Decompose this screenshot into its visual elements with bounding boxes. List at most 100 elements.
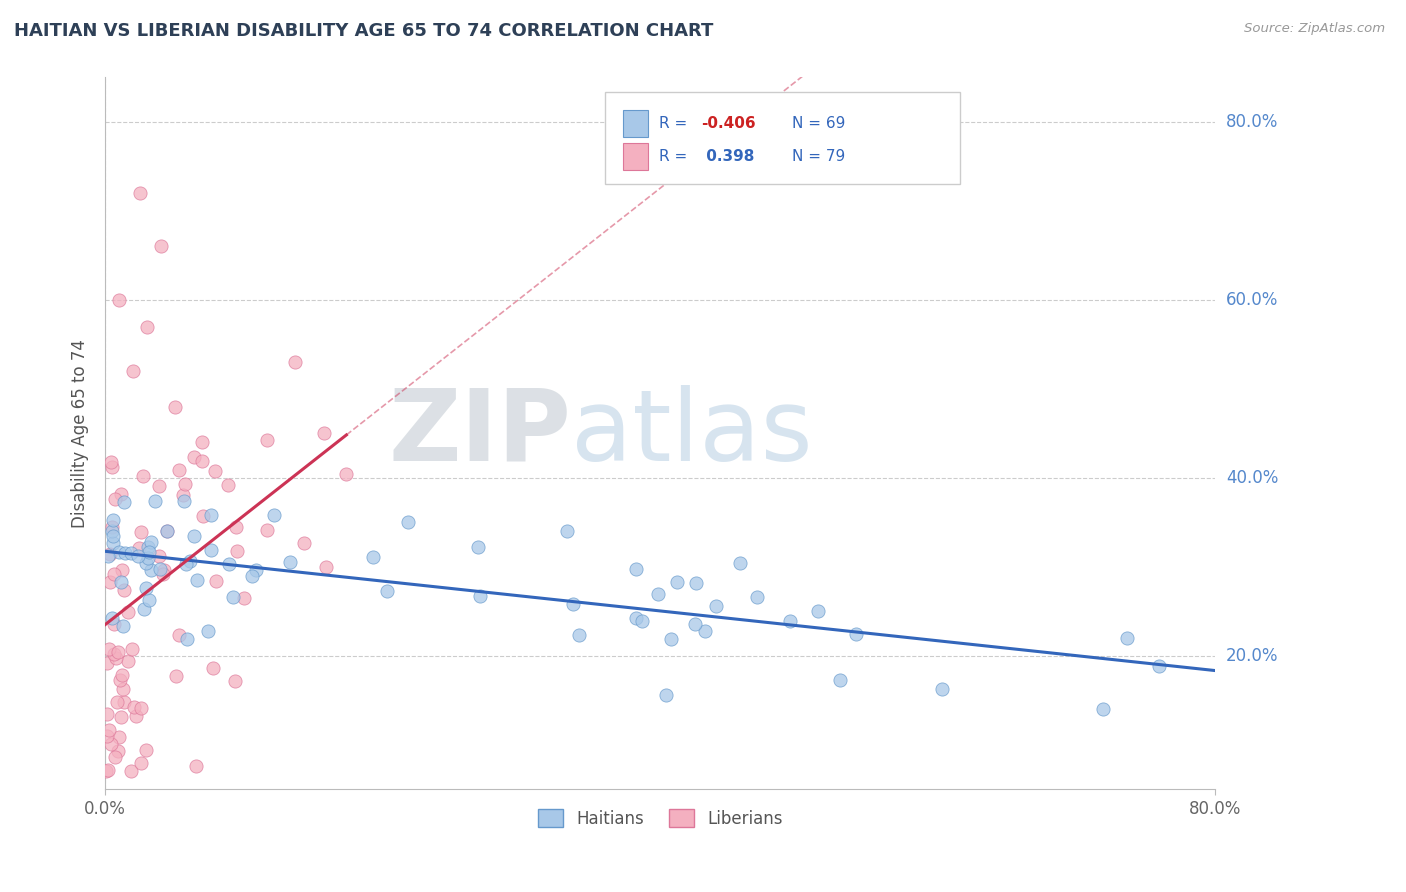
Point — [94, 764, 117, 779]
Point — [240, 569, 263, 583]
Point — [112, 495, 135, 509]
Legend: Haitians, Liberians: Haitians, Liberians — [531, 803, 789, 834]
Point — [128, 186, 150, 200]
Point — [96, 657, 118, 671]
Point — [139, 534, 162, 549]
Point — [103, 749, 125, 764]
Text: N = 69: N = 69 — [792, 116, 845, 131]
Point — [685, 576, 707, 591]
Text: atlas: atlas — [571, 384, 813, 482]
Point — [200, 542, 222, 557]
Point — [200, 508, 222, 522]
Point — [183, 529, 205, 543]
Point — [163, 400, 186, 414]
Text: 40.0%: 40.0% — [1226, 469, 1278, 487]
Point — [101, 611, 124, 625]
Text: R =: R = — [659, 149, 692, 164]
Point — [101, 524, 124, 538]
Point — [695, 624, 717, 638]
Point — [278, 555, 301, 569]
Point — [135, 581, 157, 595]
Text: 60.0%: 60.0% — [1226, 291, 1278, 309]
Point — [97, 763, 120, 777]
Text: 20.0%: 20.0% — [1226, 647, 1278, 665]
Point — [156, 524, 179, 538]
Point — [101, 514, 124, 528]
Point — [111, 668, 134, 682]
Text: 0.398: 0.398 — [702, 149, 755, 164]
Point — [202, 661, 225, 675]
Point — [176, 557, 198, 571]
Point — [167, 463, 190, 477]
Point — [191, 508, 214, 523]
Point — [179, 554, 201, 568]
FancyBboxPatch shape — [605, 92, 960, 185]
Point — [122, 364, 145, 378]
Point — [103, 491, 125, 506]
Point — [138, 593, 160, 607]
Text: -0.406: -0.406 — [702, 116, 756, 131]
Point — [156, 524, 179, 538]
Point — [555, 524, 578, 538]
Point — [117, 654, 139, 668]
Point — [107, 744, 129, 758]
Point — [110, 710, 132, 724]
Point — [112, 583, 135, 598]
Point — [136, 550, 159, 565]
Point — [263, 508, 285, 523]
Point — [218, 557, 240, 571]
Point — [186, 573, 208, 587]
Point — [225, 544, 247, 558]
Point — [103, 617, 125, 632]
Text: HAITIAN VS LIBERIAN DISABILITY AGE 65 TO 74 CORRELATION CHART: HAITIAN VS LIBERIAN DISABILITY AGE 65 TO… — [14, 22, 713, 40]
Point — [624, 611, 647, 625]
Point — [117, 606, 139, 620]
Point — [107, 731, 129, 745]
Point — [931, 681, 953, 696]
Point — [630, 614, 652, 628]
Point — [101, 460, 124, 475]
Point — [128, 541, 150, 555]
Point — [284, 355, 307, 369]
Point — [107, 645, 129, 659]
Point — [132, 602, 155, 616]
Point — [100, 737, 122, 751]
Point — [256, 523, 278, 537]
Text: N = 79: N = 79 — [792, 149, 845, 164]
Point — [121, 642, 143, 657]
Point — [172, 488, 194, 502]
Point — [148, 549, 170, 563]
Point — [292, 536, 315, 550]
Point — [138, 545, 160, 559]
Point — [1092, 702, 1115, 716]
Point — [120, 546, 142, 560]
Point — [135, 743, 157, 757]
Text: 80.0%: 80.0% — [1226, 113, 1278, 131]
Point — [148, 479, 170, 493]
Point — [224, 673, 246, 688]
Point — [176, 632, 198, 646]
Point — [190, 454, 212, 468]
Point — [312, 425, 335, 440]
Point — [122, 700, 145, 714]
Point — [108, 673, 131, 687]
Point — [105, 695, 128, 709]
Point — [1116, 631, 1139, 645]
Point — [101, 520, 124, 534]
Point — [468, 589, 491, 603]
Point — [108, 293, 131, 307]
Point — [101, 529, 124, 543]
Point — [149, 562, 172, 576]
Point — [396, 515, 419, 529]
Point — [683, 617, 706, 632]
Point — [112, 619, 135, 633]
Point — [149, 239, 172, 253]
Point — [127, 549, 149, 563]
Point — [779, 614, 801, 628]
Point — [96, 729, 118, 743]
Point — [467, 540, 489, 554]
Point — [363, 549, 385, 564]
Point — [97, 549, 120, 564]
Point — [183, 450, 205, 465]
Point — [98, 547, 121, 561]
